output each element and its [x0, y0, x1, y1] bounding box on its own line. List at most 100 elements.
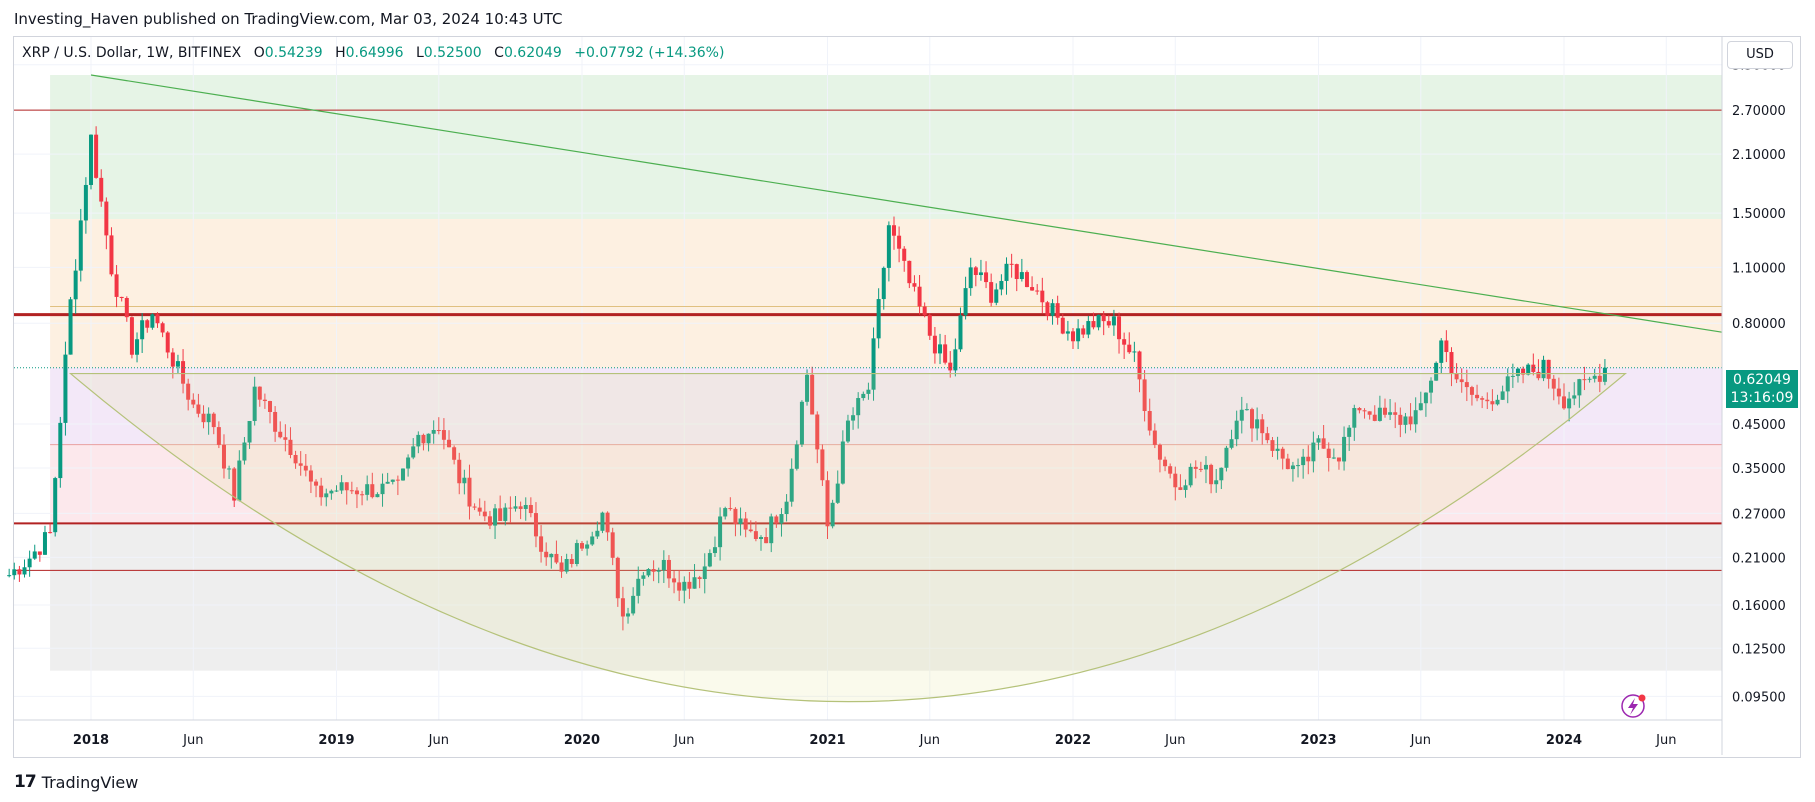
candle-body-28 — [150, 314, 155, 328]
candle-body-307 — [1577, 379, 1582, 396]
candle-body-139 — [718, 516, 723, 548]
candle-body-306 — [1572, 395, 1577, 399]
time-tick-label: Jun — [1655, 733, 1676, 748]
candle-body-181 — [932, 335, 937, 354]
candle-body-103 — [533, 513, 538, 537]
candle-body-111 — [574, 543, 579, 565]
candle-body-75 — [390, 479, 395, 482]
candle-body-275 — [1413, 410, 1418, 425]
candle-body-202 — [1040, 290, 1045, 303]
candle-body-250 — [1285, 458, 1290, 470]
candle-body-138 — [712, 547, 717, 554]
tradingview-mark-icon: 17 — [14, 772, 37, 792]
candle-body-47 — [247, 420, 252, 443]
candle-body-283 — [1454, 373, 1459, 380]
candle-body-51 — [268, 401, 273, 412]
candle-body-296 — [1521, 368, 1526, 375]
time-tick-label: Jun — [182, 733, 203, 748]
candle-body-258 — [1326, 448, 1331, 458]
currency-button[interactable]: USD — [1727, 41, 1793, 69]
candle-body-173 — [891, 225, 896, 236]
candle-body-1 — [12, 569, 17, 576]
candle-body-77 — [400, 468, 405, 481]
candle-body-38 — [201, 413, 206, 423]
candle-body-160 — [825, 480, 830, 527]
candle-body-305 — [1567, 398, 1572, 409]
candle-body-295 — [1515, 368, 1520, 376]
candle-body-281 — [1444, 340, 1449, 353]
candle-body-282 — [1449, 352, 1454, 374]
time-tick-label: Jun — [1410, 733, 1431, 748]
candle-body-261 — [1342, 436, 1347, 462]
candle-body-165 — [851, 415, 856, 421]
candle-body-185 — [953, 349, 958, 371]
legend-high: 0.64996 — [345, 45, 404, 61]
tradingview-brand: TradingView — [41, 772, 139, 792]
candle-body-262 — [1347, 427, 1352, 437]
candle-body-219 — [1127, 344, 1132, 353]
candle-body-133 — [687, 581, 692, 589]
candle-body-105 — [544, 551, 549, 558]
candle-body-298 — [1531, 364, 1536, 372]
tradingview-logo[interactable]: 17 TradingView — [14, 772, 138, 792]
notification-dot — [1638, 694, 1646, 702]
candle-body-116 — [600, 512, 605, 531]
candle-body-7 — [42, 532, 47, 555]
candle-body-154 — [794, 444, 799, 469]
candle-body-245 — [1260, 419, 1265, 434]
candle-body-217 — [1117, 316, 1122, 340]
candle-body-12 — [68, 299, 73, 355]
candle-body-5 — [32, 551, 37, 559]
candle-body-70 — [365, 484, 370, 495]
candle-body-255 — [1311, 442, 1316, 462]
candle-body-88 — [457, 459, 462, 484]
candle-body-293 — [1505, 376, 1510, 392]
candle-body-280 — [1439, 340, 1444, 363]
candle-body-78 — [406, 457, 411, 469]
candle-body-284 — [1459, 379, 1464, 383]
candle-body-68 — [354, 490, 359, 495]
candle-body-24 — [129, 317, 134, 355]
candle-body-291 — [1495, 399, 1500, 405]
candle-body-222 — [1142, 379, 1147, 412]
candle-body-192 — [989, 282, 994, 303]
candle-body-273 — [1403, 416, 1408, 425]
candle-body-13 — [73, 270, 78, 300]
candle-body-142 — [733, 508, 738, 524]
bar-countdown: 13:16:09 — [1730, 390, 1794, 406]
lightning-icon-ring — [1621, 694, 1645, 718]
candle-body-301 — [1546, 359, 1551, 379]
candle-body-93 — [482, 511, 487, 517]
candle-body-161 — [830, 502, 835, 527]
candle-body-107 — [554, 553, 559, 563]
candle-body-9 — [53, 478, 58, 533]
candle-body-101 — [523, 504, 528, 509]
candle-body-55 — [288, 439, 293, 455]
candle-body-53 — [278, 431, 283, 438]
candle-body-269 — [1382, 407, 1387, 415]
candle-body-141 — [728, 508, 733, 510]
candle-body-195 — [1004, 263, 1009, 281]
candle-body-242 — [1244, 409, 1249, 411]
price-tick-label: 0.12500 — [1732, 642, 1786, 657]
candle-body-50 — [262, 399, 267, 402]
candle-body-109 — [564, 558, 569, 572]
candle-body-31 — [165, 332, 170, 353]
candle-body-4 — [27, 558, 32, 568]
candle-body-274 — [1408, 416, 1413, 425]
candle-body-272 — [1398, 414, 1403, 425]
candle-body-0 — [7, 575, 12, 577]
candle-body-179 — [922, 306, 927, 316]
candle-body-172 — [886, 225, 891, 268]
candle-body-125 — [646, 569, 651, 576]
candle-body-156 — [805, 374, 810, 402]
candle-body-135 — [697, 577, 702, 580]
candle-body-15 — [83, 184, 88, 221]
candle-body-74 — [385, 481, 390, 484]
time-tick-label: 2022 — [1055, 733, 1091, 748]
candle-body-134 — [692, 577, 697, 589]
time-tick-label: 2023 — [1300, 733, 1336, 748]
candle-body-257 — [1321, 438, 1326, 449]
candle-body-194 — [999, 280, 1004, 290]
